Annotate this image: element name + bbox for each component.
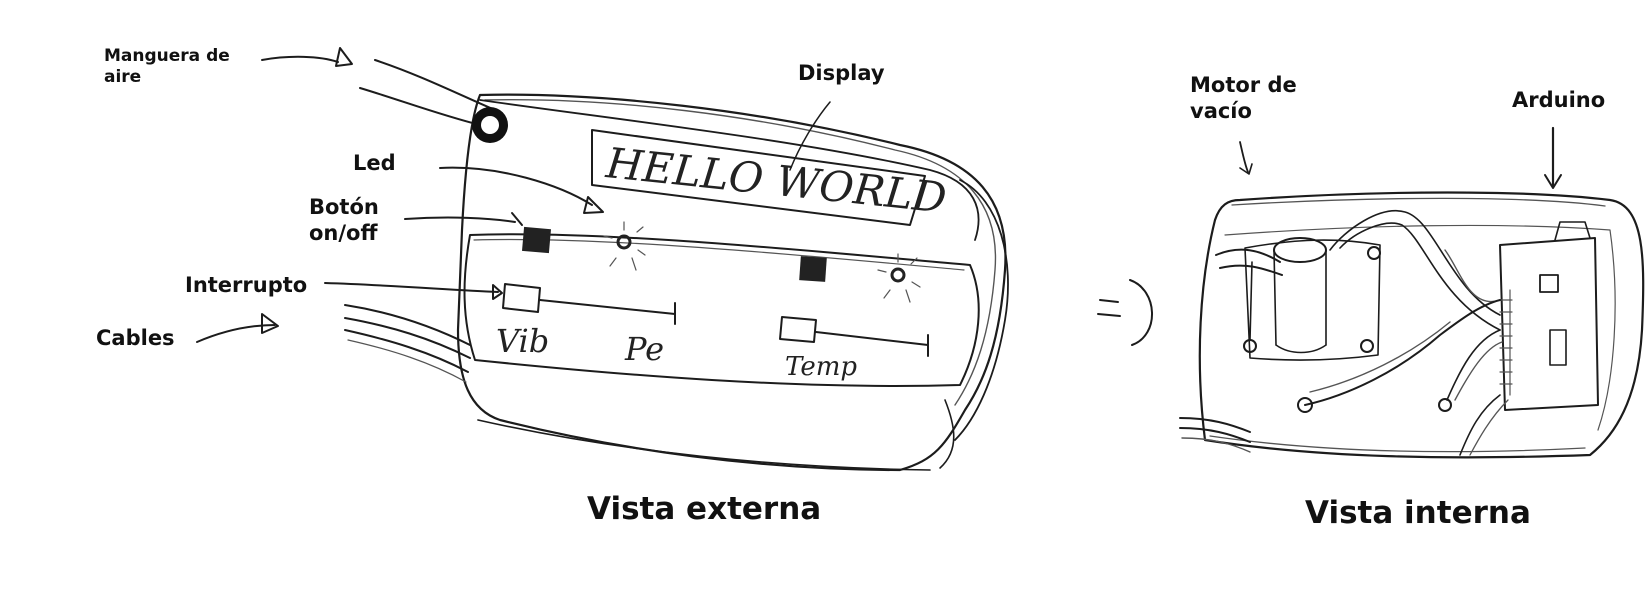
onoff-button-shape bbox=[522, 226, 551, 254]
caption-vista-externa: Vista externa bbox=[587, 491, 822, 527]
annotation-arrows bbox=[196, 47, 831, 343]
vib-label: Vib bbox=[496, 322, 549, 360]
temp-label: Temp bbox=[785, 352, 857, 382]
pe-label: Pe bbox=[624, 330, 664, 368]
label-led: Led bbox=[353, 151, 396, 175]
led-2-shape bbox=[890, 267, 906, 283]
caption-vista-interna: Vista interna bbox=[1305, 495, 1531, 531]
transition-arrow bbox=[1097, 279, 1153, 346]
button-2-shape bbox=[799, 256, 827, 282]
internal-device-drawing bbox=[1179, 191, 1645, 459]
label-boton-on-off: Botón on/off bbox=[309, 195, 379, 246]
label-display: Display bbox=[798, 61, 885, 85]
label-arduino: Arduino bbox=[1512, 88, 1606, 112]
label-manguera-de-aire: Manguera de aire bbox=[104, 46, 230, 88]
led-1-shape bbox=[616, 234, 632, 250]
label-motor-de-vacio: Motor de vacío bbox=[1190, 73, 1297, 124]
label-cables: Cables bbox=[96, 326, 175, 350]
label-interruptor: Interrupto bbox=[185, 273, 308, 297]
internal-annotation-arrows bbox=[1239, 126, 1562, 189]
external-device-drawing: HELLO WORLD Vib Pe Temp bbox=[344, 59, 1009, 472]
